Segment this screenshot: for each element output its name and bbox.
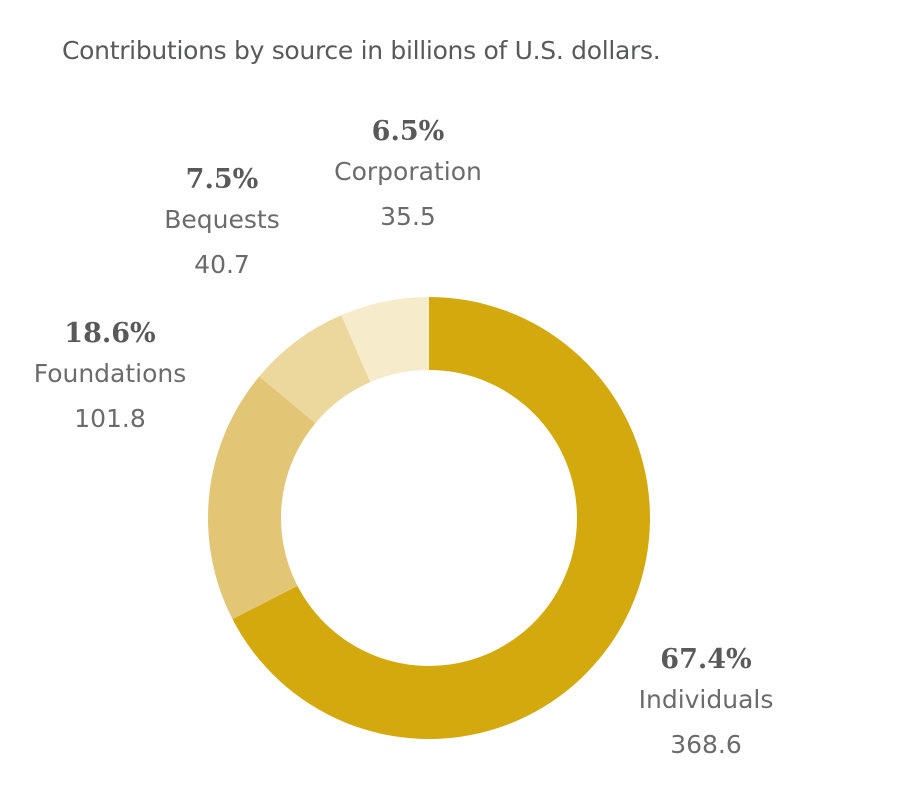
- category-label: Bequests: [164, 205, 280, 234]
- label-foundations: 18.6% Foundations 101.8: [34, 316, 187, 442]
- category-label: Foundations: [33, 359, 187, 388]
- slice-bequests: [259, 315, 371, 424]
- category-label: Corporation: [334, 157, 482, 186]
- label-individuals: 67.4% Individuals 368.6: [639, 642, 774, 768]
- percent-label: 7.5%: [185, 164, 259, 195]
- slice-individuals: [232, 297, 650, 740]
- percent-label: 67.4%: [660, 644, 752, 675]
- value-label: 101.8: [74, 404, 146, 433]
- label-corporation: 6.5% Corporation 35.5: [334, 114, 482, 240]
- label-bequests: 7.5% Bequests 40.7: [164, 162, 279, 288]
- value-label: 368.6: [670, 730, 742, 759]
- percent-label: 6.5%: [371, 116, 445, 147]
- chart-title: Contributions by source in billions of U…: [62, 36, 661, 65]
- value-label: 40.7: [194, 250, 250, 279]
- slice-foundations: [208, 376, 316, 620]
- category-label: Individuals: [638, 685, 774, 714]
- percent-label: 18.6%: [64, 318, 156, 349]
- value-label: 35.5: [380, 202, 436, 231]
- slice-corporation: [341, 297, 429, 383]
